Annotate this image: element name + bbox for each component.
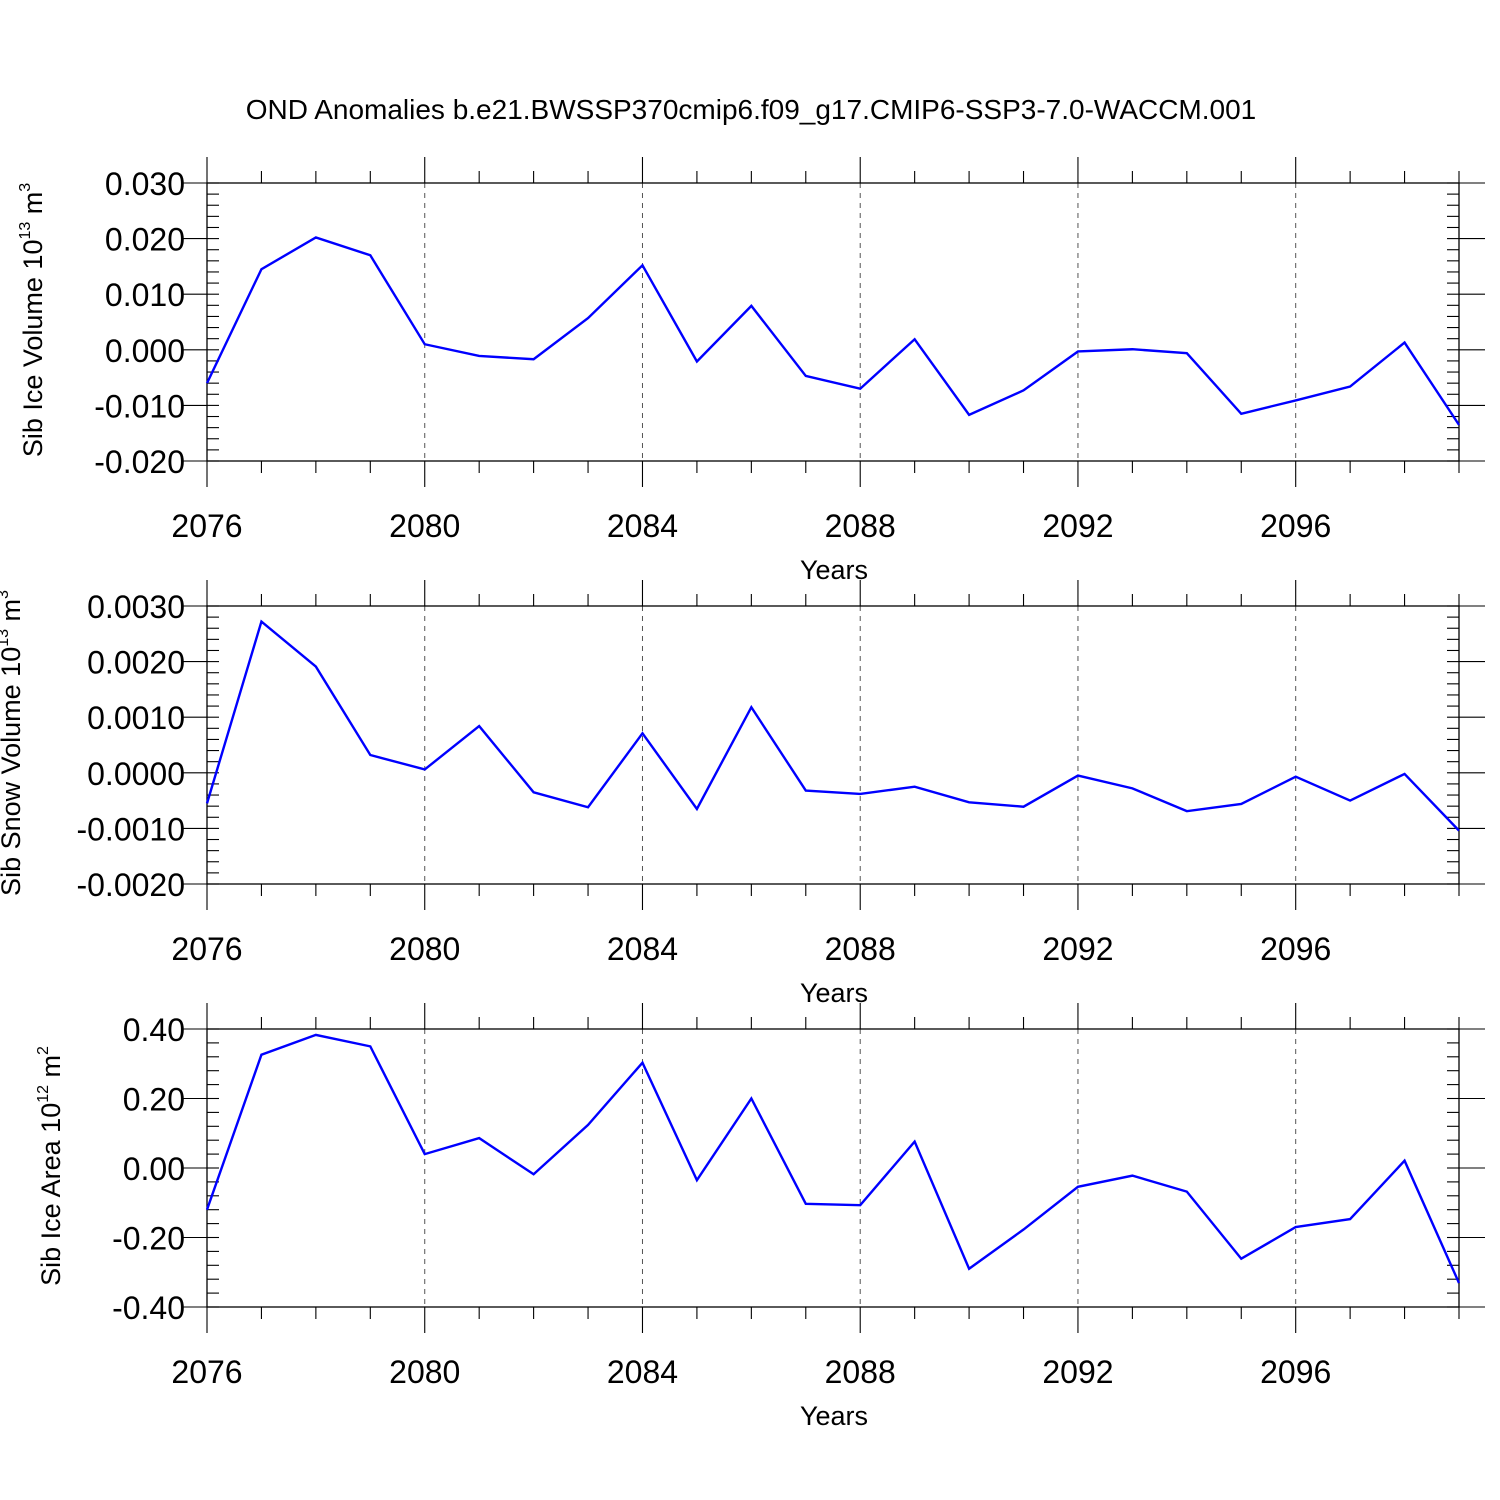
x-tick-label: 2084 (607, 1354, 678, 1390)
x-axis-label: Years (800, 1401, 868, 1431)
x-tick-label: 2080 (389, 931, 460, 967)
y-axis-label: Sib Ice Area 1012 m2 (35, 1046, 66, 1286)
y-tick-label: -0.020 (94, 444, 185, 480)
plot-frame (206, 605, 1460, 885)
x-tick-label: 2096 (1260, 1354, 1331, 1390)
x-tick-label: 2076 (171, 931, 242, 967)
panels: 2076 2080 2084 2088 2092 2096 -0.020 -0.010 0.00… (0, 157, 1485, 1431)
x-tick-label: 2088 (825, 508, 896, 544)
x-tick-label: 2084 (607, 508, 678, 544)
x-axis-label: Years (800, 555, 868, 585)
x-tick-label: 2092 (1042, 931, 1113, 967)
y-tick-label: -0.40 (112, 1290, 185, 1326)
panel-1: 2076 2080 2084 2088 2092 2096 -0.020 -0.010 0.00… (17, 157, 1485, 585)
y-axis-label: Sib Ice Volume 1013 m3 (17, 183, 48, 457)
x-tick-label: 2076 (171, 508, 242, 544)
y-tick-label: -0.0020 (76, 867, 185, 903)
x-tick-label: 2092 (1042, 508, 1113, 544)
y-tick-label: -0.0010 (76, 811, 185, 847)
y-tick-label: 0.000 (105, 333, 185, 369)
y-tick-label: 0.0000 (87, 756, 185, 792)
x-tick-label: 2080 (389, 1354, 460, 1390)
panel-3: 2076 2080 2084 2088 2092 2096 -0.40 -0.20 0.00 0.… (35, 1003, 1485, 1431)
x-tick-label: 2080 (389, 508, 460, 544)
series-line-1 (205, 1033, 1461, 1284)
x-tick-label: 2076 (171, 1354, 242, 1390)
x-tick-label: 2088 (825, 1354, 896, 1390)
x-tick-label: 2084 (607, 931, 678, 967)
y-tick-label: 0.0020 (87, 645, 185, 681)
y-tick-label: 0.20 (123, 1082, 185, 1118)
x-tick-label: 2096 (1260, 931, 1331, 967)
y-tick-label: -0.010 (94, 388, 185, 424)
y-tick-label: 0.0010 (87, 700, 185, 736)
x-tick-label: 2096 (1260, 508, 1331, 544)
y-tick-label: 0.00 (123, 1151, 185, 1187)
plot-frame (206, 182, 1460, 462)
x-tick-label: 2092 (1042, 1354, 1113, 1390)
plot-frame (206, 1028, 1460, 1308)
series-line-1 (205, 236, 1461, 426)
y-tick-label: -0.20 (112, 1221, 185, 1257)
x-axis-label: Years (800, 978, 868, 1008)
y-tick-label: 0.030 (105, 166, 185, 202)
y-tick-label: 0.40 (123, 1012, 185, 1048)
figure-title: OND Anomalies b.e21.BWSSP370cmip6.f09_g1… (246, 94, 1257, 125)
panel-2: 2076 2080 2084 2088 2092 2096 -0.0020 -0.0010 0.… (0, 580, 1485, 1008)
series-line-1 (205, 619, 1460, 832)
y-tick-label: 0.010 (105, 277, 185, 313)
x-tick-label: 2088 (825, 931, 896, 967)
y-tick-label: 0.020 (105, 222, 185, 258)
y-tick-label: 0.0030 (87, 589, 185, 625)
y-axis-label: Sib Snow Volume 1013 m3 (0, 590, 26, 896)
